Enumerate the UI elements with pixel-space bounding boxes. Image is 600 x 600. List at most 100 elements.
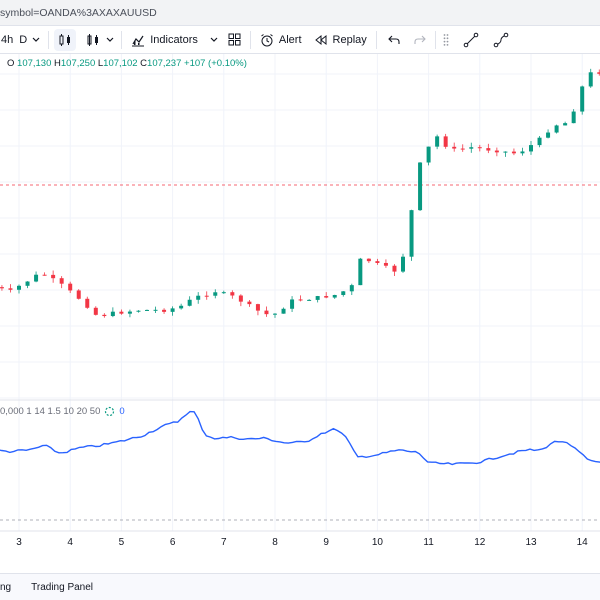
candle [358,257,363,286]
candle-body [452,146,457,149]
indicator-params: 0,000 1 14 1.5 10 20 50 [0,406,101,417]
indicator-line [0,410,600,466]
indicators-label: Indicators [150,33,198,46]
candle-body [298,299,303,301]
candle-body [349,285,354,292]
candle-body [264,310,269,315]
candle [546,129,551,139]
candle [477,144,482,152]
candle [102,313,107,318]
candle [554,124,559,134]
x-axis-tick-label: 4 [67,537,73,548]
browser-url-bar[interactable]: symbol=OANDA%3AXAXAUUSD [0,0,600,26]
candle-body [503,151,508,153]
candle [580,85,585,115]
drag-handle[interactable] [441,29,451,51]
x-axis-tick-label: 13 [525,537,537,548]
range-button[interactable]: D [17,29,29,51]
candle-body [571,111,576,124]
loading-spinner-icon [105,406,115,417]
candle-body [42,274,47,276]
x-axis-tick-label: 3 [16,537,22,548]
candle [383,259,388,268]
time-axis: 3 4 5 6 7 8 9 10 11 12 13 14 [16,537,588,548]
trend-line-icon [463,32,479,47]
candle-body [511,151,516,154]
path-tool-button[interactable] [489,29,513,51]
candle [435,134,440,150]
toolbar-divider [121,30,123,49]
alert-button[interactable]: Alert [256,29,306,51]
candle [469,142,474,153]
candle-body [401,256,405,272]
open-value: 107,130 [17,58,52,69]
candle [187,296,192,307]
toolbar-divider [249,30,251,49]
candle [25,281,30,289]
path-icon [493,32,509,47]
candle-body [93,307,98,315]
price-chart[interactable]: 3 4 5 6 7 8 9 10 11 12 13 14 [0,54,600,573]
indicators-icon [132,35,145,46]
candle [401,253,405,273]
candle [452,142,457,152]
candle-body [8,288,13,290]
range-label: D [19,33,28,46]
candle-body [597,72,600,74]
candle [0,285,4,291]
candle [213,289,218,299]
candle-body [25,281,30,286]
redo-button[interactable] [409,29,430,51]
candle [264,306,269,317]
replay-button[interactable]: Replay [310,29,371,51]
timeframe-dropdown-button[interactable] [29,29,43,51]
replay-label: Replay [332,33,367,46]
indicators-button[interactable]: Indicators [127,29,202,51]
candle-body [580,86,585,112]
x-axis-tick-label: 12 [474,537,486,548]
candle-body [366,258,371,262]
candle [426,146,431,166]
candle [145,309,149,311]
bar-chart-type-button[interactable] [82,29,104,51]
chart-type-dropdown[interactable] [104,29,116,51]
candle [298,295,303,302]
candles-chart-type-button[interactable] [54,28,77,51]
close-label: C [140,58,148,69]
candle [486,143,491,154]
candle [503,151,508,157]
candle-body [529,145,533,152]
candle-body [153,309,158,311]
candle [255,303,260,316]
candle [196,292,201,304]
candlestick-icon [59,33,71,46]
candle-body [426,146,431,163]
candle [511,148,516,156]
candle [170,306,175,316]
candle [563,121,568,126]
candle-body [179,305,184,309]
candle [529,140,533,155]
interval-button[interactable]: 4h [0,29,17,51]
bottom-tab-partial[interactable]: ng [0,581,12,593]
undo-button[interactable] [384,29,405,51]
candle-body [588,72,593,87]
candle [392,264,397,276]
candle-body [34,274,39,282]
candle [93,306,98,316]
candle-body [213,292,218,296]
candle [110,307,115,318]
indicators-dropdown[interactable] [202,29,221,51]
candle [341,291,346,297]
candle-body [102,314,107,317]
candle-body [332,294,337,298]
candle [307,299,312,301]
candle-body [383,262,388,266]
trend-line-tool-button[interactable] [459,29,483,51]
toolbar-divider [48,30,50,49]
candle [315,295,320,303]
trading-panel-tab[interactable]: Trading Panel [31,581,94,593]
x-axis-tick-label: 11 [423,537,434,548]
templates-button[interactable] [224,29,245,51]
x-axis-tick-label: 7 [221,537,227,548]
